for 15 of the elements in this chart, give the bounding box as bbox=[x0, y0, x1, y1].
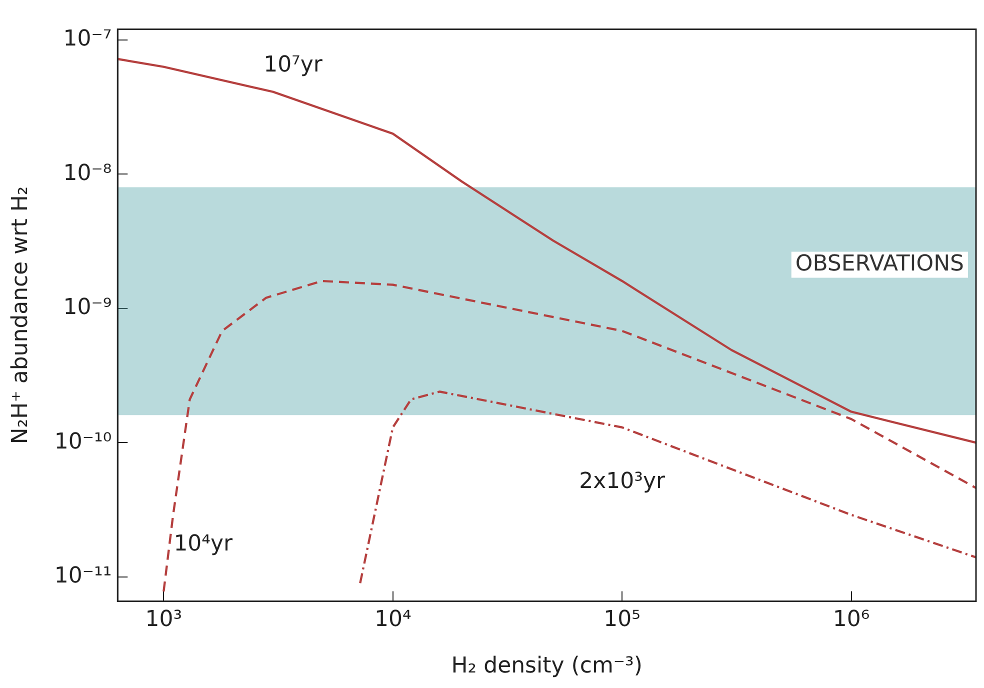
series-label: 10⁷yr bbox=[264, 52, 324, 78]
y-tick-label: 10⁻⁸ bbox=[63, 160, 112, 186]
series-label: 10⁴yr bbox=[174, 532, 234, 557]
x-tick-label: 10⁴ bbox=[374, 607, 412, 632]
band-label: OBSERVATIONS bbox=[795, 251, 964, 276]
series-label: 2x10³yr bbox=[579, 469, 666, 494]
x-tick-label: 10⁶ bbox=[832, 607, 870, 632]
y-axis-title: N₂H⁺ abundance wrt H₂ bbox=[8, 186, 33, 444]
y-tick-label: 10⁻⁷ bbox=[63, 26, 112, 52]
y-tick-label: 10⁻¹¹ bbox=[54, 564, 112, 589]
x-tick-label: 10³ bbox=[145, 607, 182, 632]
x-tick-label: 10⁵ bbox=[604, 607, 640, 632]
x-axis-title: H₂ density (cm⁻³) bbox=[451, 654, 642, 679]
y-tick-label: 10⁻⁹ bbox=[63, 295, 112, 320]
y-tick-label: 10⁻¹⁰ bbox=[54, 429, 112, 454]
